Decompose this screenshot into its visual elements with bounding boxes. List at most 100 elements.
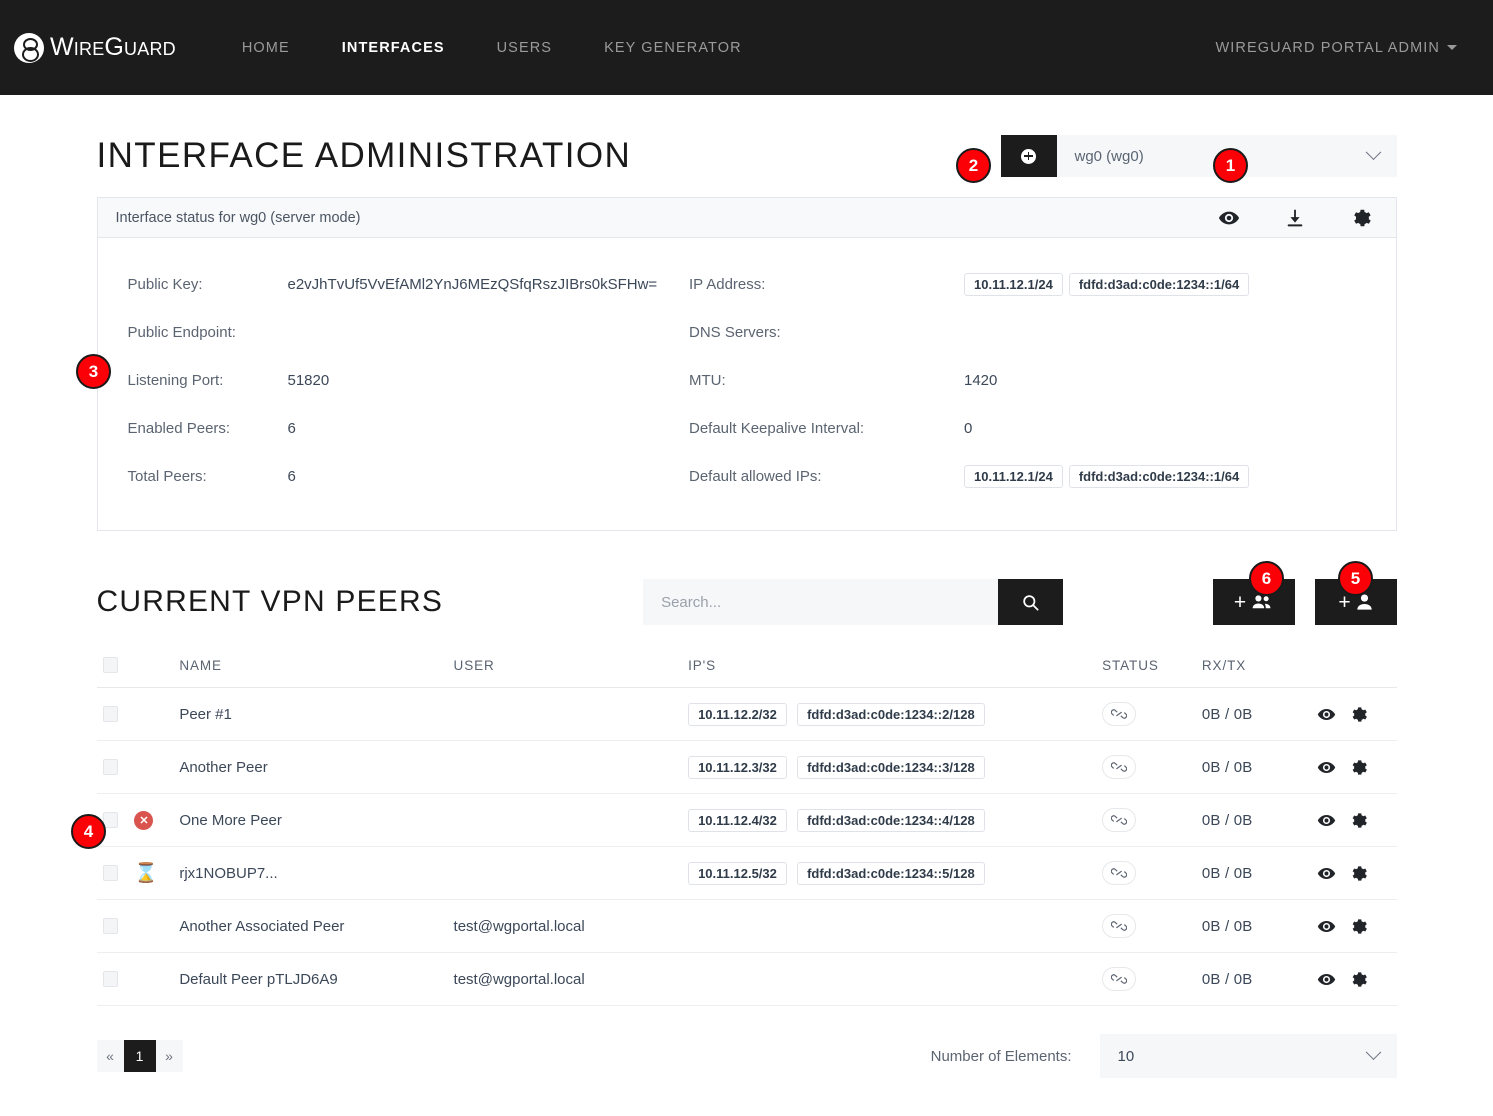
gear-icon[interactable]	[1349, 970, 1368, 989]
annotation-badge-2: 2	[956, 148, 991, 183]
row-checkbox[interactable]	[102, 865, 118, 881]
add-interface-button[interactable]	[1000, 135, 1057, 177]
interface-status-actions	[1218, 207, 1372, 229]
peer-rxtx: 0B / 0B	[1201, 793, 1317, 847]
table-row[interactable]: Default Peer pTLJD6A9 test@wgportal.loca…	[96, 952, 1397, 1006]
gear-icon[interactable]	[1349, 864, 1368, 883]
interface-select-value: wg0 (wg0)	[1074, 147, 1144, 165]
peer-status-cell	[1102, 846, 1202, 900]
gear-icon[interactable]	[1349, 917, 1368, 936]
row-flag-cell	[134, 740, 180, 794]
interface-selector-group: wg0 (wg0)	[1000, 135, 1397, 177]
column-header-name[interactable]: NAME	[179, 647, 454, 688]
peers-table-header-row: NAME USER IP'S STATUS RX/TX	[96, 647, 1397, 688]
plus-circle-icon	[1021, 148, 1036, 164]
gear-icon[interactable]	[1350, 207, 1372, 229]
eye-icon[interactable]	[1317, 811, 1336, 830]
peer-ips: 10.11.12.3/32 fdfd:d3ad:c0de:1234::3/128	[688, 740, 1103, 794]
peer-rxtx: 0B / 0B	[1201, 846, 1317, 900]
default-allowed-ips-value: 10.11.12.1/24 fdfd:d3ad:c0de:1234::1/64	[964, 452, 1366, 500]
row-checkbox[interactable]	[102, 971, 118, 987]
search-button[interactable]	[998, 579, 1064, 625]
row-select-cell	[96, 899, 135, 953]
row-select-cell	[96, 687, 135, 741]
brand-logo-link[interactable]: WireGuard	[14, 32, 176, 63]
peer-rxtx: 0B / 0B	[1201, 899, 1317, 953]
column-header-rxtx[interactable]: RX/TX	[1201, 647, 1317, 688]
row-checkbox[interactable]	[102, 706, 118, 722]
user-menu[interactable]: WIREGUARD PORTAL ADMIN	[1215, 40, 1457, 56]
eye-icon[interactable]	[1218, 207, 1240, 229]
elements-select[interactable]: 10	[1099, 1034, 1397, 1078]
gear-icon[interactable]	[1349, 705, 1368, 724]
enabled-peers-value: 6	[287, 419, 296, 437]
pagination-prev[interactable]: «	[96, 1040, 124, 1072]
row-actions-cell	[1316, 740, 1397, 794]
row-flag-cell	[134, 952, 180, 1006]
eye-icon[interactable]	[1317, 917, 1336, 936]
table-row[interactable]: Another Associated Peer test@wgportal.lo…	[96, 899, 1397, 953]
column-header-user[interactable]: USER	[453, 647, 689, 688]
select-all-checkbox[interactable]	[102, 657, 118, 673]
download-icon[interactable]	[1284, 207, 1306, 229]
peer-ips: 10.11.12.2/32 fdfd:d3ad:c0de:1234::2/128	[688, 687, 1103, 741]
peer-rxtx: 0B / 0B	[1201, 952, 1317, 1006]
peer-expiring-hourglass-icon: ⌛	[134, 862, 159, 884]
elements-select-value: 10	[1117, 1047, 1135, 1065]
eye-icon[interactable]	[1317, 970, 1336, 989]
peer-ip-chip: 10.11.12.2/32	[688, 702, 787, 726]
gear-icon[interactable]	[1349, 758, 1368, 777]
eye-icon[interactable]	[1317, 864, 1336, 883]
peer-ip-chip: 10.11.12.5/32	[688, 861, 787, 885]
interface-status-card-body: Public Key: e2vJhTvUf5VvEfAMl2YnJ6MEzQSf…	[98, 238, 1396, 530]
status-badge	[1102, 967, 1137, 991]
brand-name: WireGuard	[50, 33, 176, 61]
peer-name: Another Peer	[179, 740, 454, 794]
add-multiple-peers-button[interactable]: +	[1212, 579, 1295, 625]
nav-item-users[interactable]: USERS	[496, 39, 553, 56]
table-row[interactable]: Another Peer 10.11.12.3/32 fdfd:d3ad:c0d…	[96, 740, 1397, 794]
select-all-header	[96, 647, 135, 688]
status-badge	[1102, 755, 1137, 779]
peer-name: Default Peer pTLJD6A9	[179, 952, 454, 1006]
unlink-icon	[1111, 974, 1128, 984]
nav-item-interfaces[interactable]: INTERFACES	[341, 39, 445, 56]
allowed-ip-chip: fdfd:d3ad:c0de:1234::1/64	[1068, 464, 1250, 488]
default-keepalive-label: Default Keepalive Interval:	[689, 419, 865, 437]
row-select-cell	[96, 952, 135, 1006]
column-header-ips[interactable]: IP'S	[688, 647, 1103, 688]
eye-icon[interactable]	[1317, 758, 1336, 777]
peer-ips: 10.11.12.4/32 fdfd:d3ad:c0de:1234::4/128	[688, 793, 1103, 847]
row-select-cell	[96, 740, 135, 794]
peer-user: test@wgportal.local	[453, 952, 689, 1006]
table-row[interactable]: ⌛ rjx1NOBUP7... 10.11.12.5/32 fdfd:d3ad:…	[96, 846, 1397, 900]
public-key-value: e2vJhTvUf5VvEfAMl2YnJ6MEzQSfqRszJIBrs0kS…	[287, 275, 658, 293]
nav-item-key-generator[interactable]: KEY GENERATOR	[604, 39, 742, 56]
status-badge	[1102, 861, 1137, 885]
eye-icon[interactable]	[1317, 705, 1336, 724]
row-checkbox[interactable]	[102, 812, 118, 828]
pagination-page-1[interactable]: 1	[123, 1040, 156, 1072]
peer-status-cell	[1102, 899, 1202, 953]
table-row[interactable]: Peer #1 10.11.12.2/32 fdfd:d3ad:c0de:123…	[96, 687, 1397, 741]
column-header-status[interactable]: STATUS	[1102, 647, 1202, 688]
search-input[interactable]	[643, 579, 999, 625]
nav-item-home[interactable]: HOME	[241, 39, 290, 56]
gear-icon[interactable]	[1349, 811, 1368, 830]
public-endpoint-label: Public Endpoint:	[127, 323, 236, 341]
page-title: INTERFACE ADMINISTRATION	[96, 136, 632, 175]
row-checkbox[interactable]	[102, 759, 118, 775]
ip-address-label: IP Address:	[689, 275, 766, 293]
allowed-ip-chip: 10.11.12.1/24	[964, 464, 1063, 488]
plus-icon: +	[1338, 590, 1351, 614]
peer-ip-chip: fdfd:d3ad:c0de:1234::5/128	[797, 861, 985, 885]
row-select-cell	[96, 846, 135, 900]
peer-ip-chip: 10.11.12.3/32	[688, 755, 787, 779]
table-row[interactable]: ✕ One More Peer 10.11.12.4/32 fdfd:d3ad:…	[96, 793, 1397, 847]
dns-servers-value	[964, 308, 1366, 356]
peer-name: Another Associated Peer	[179, 899, 454, 953]
column-header-actions	[1316, 647, 1397, 688]
peers-title: CURRENT VPN PEERS	[96, 585, 444, 618]
row-checkbox[interactable]	[102, 918, 118, 934]
pagination-next[interactable]: »	[155, 1040, 183, 1072]
